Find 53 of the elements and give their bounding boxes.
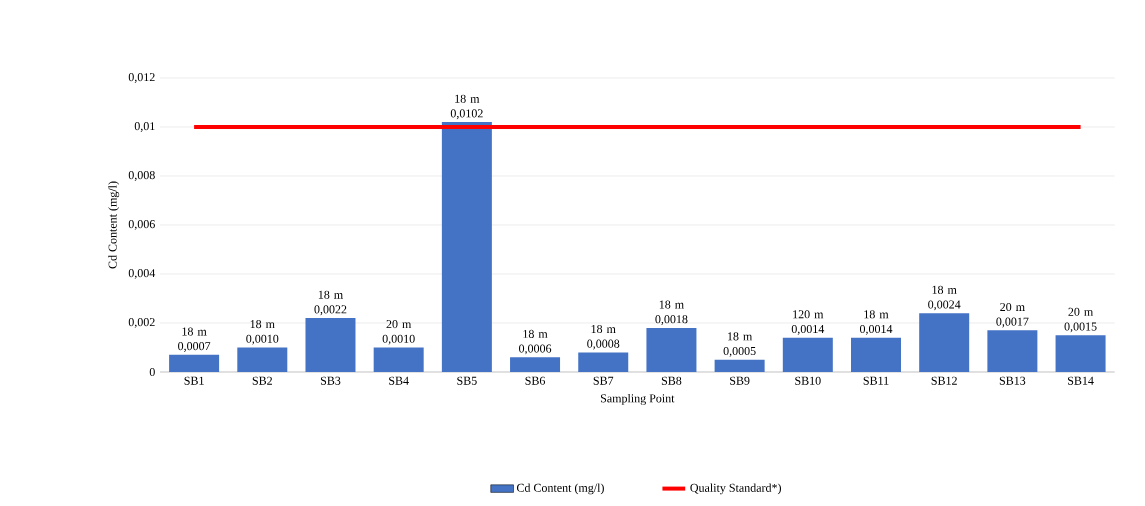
y-axis-title: Cd Content (mg/l) [108,181,120,269]
x-axis-title: Sampling Point [600,393,675,405]
x-tick-label: SB14 [1068,376,1094,385]
bar [578,352,629,372]
bar [441,122,492,372]
bar [919,313,970,372]
y-tick-label: 0,01 [134,122,155,132]
y-tick-label: 0 [149,367,155,377]
bar [237,347,288,372]
legend-label: Quality Standard*) [690,483,781,495]
bar [646,327,697,372]
y-tick-label: 0,006 [128,220,155,230]
y-tick-label: 0,008 [128,171,155,181]
bar [714,359,765,372]
y-tick-label: 0,002 [128,318,155,328]
bar [1055,335,1106,372]
data-label: 20 m 0,0017 [996,302,1029,328]
x-tick-label: SB13 [999,376,1026,385]
x-tick-label: SB5 [457,376,477,385]
data-label: 18 m 0,0007 [178,327,211,352]
data-label: 120 m 0,0014 [791,310,825,335]
data-label: 18 m 0,0102 [450,94,483,120]
x-tick-label: SB2 [252,376,272,385]
x-tick-label: SB4 [389,376,409,385]
bar [782,337,833,372]
data-label: 18 m 0,0022 [314,290,347,316]
x-tick-label: SB10 [795,376,821,385]
bar [169,354,220,372]
data-label: 20 m 0,0015 [1064,307,1097,333]
bar [373,347,424,372]
bar [851,337,901,372]
data-label: 18 m 0,0024 [928,285,961,311]
bar [987,330,1038,372]
y-tick-label: 0,012 [128,73,155,83]
bar [305,318,356,372]
data-label: 18 m 0,0010 [246,320,279,345]
x-tick-label: SB7 [593,376,614,385]
x-tick-label: SB8 [661,376,682,385]
x-tick-label: SB6 [525,376,546,385]
x-tick-label: SB12 [931,376,957,385]
data-label: 18 m 0,0005 [723,332,756,357]
y-tick-label: 0,004 [128,269,156,279]
data-label: 18 m 0,0014 [859,310,893,335]
legend-label: Cd Content (mg/l) [516,483,604,495]
x-tick-label: SB1 [184,376,204,385]
x-tick-label: SB11 [863,376,889,385]
data-label: 18 m 0,0006 [519,329,552,355]
data-label: 18 m 0,0018 [655,300,688,325]
data-label: 18 m 0,0008 [587,324,620,350]
x-tick-label: SB9 [730,376,750,385]
x-tick-label: SB3 [320,376,341,385]
bar [510,357,561,372]
data-label: 20 m 0,0010 [382,320,415,345]
